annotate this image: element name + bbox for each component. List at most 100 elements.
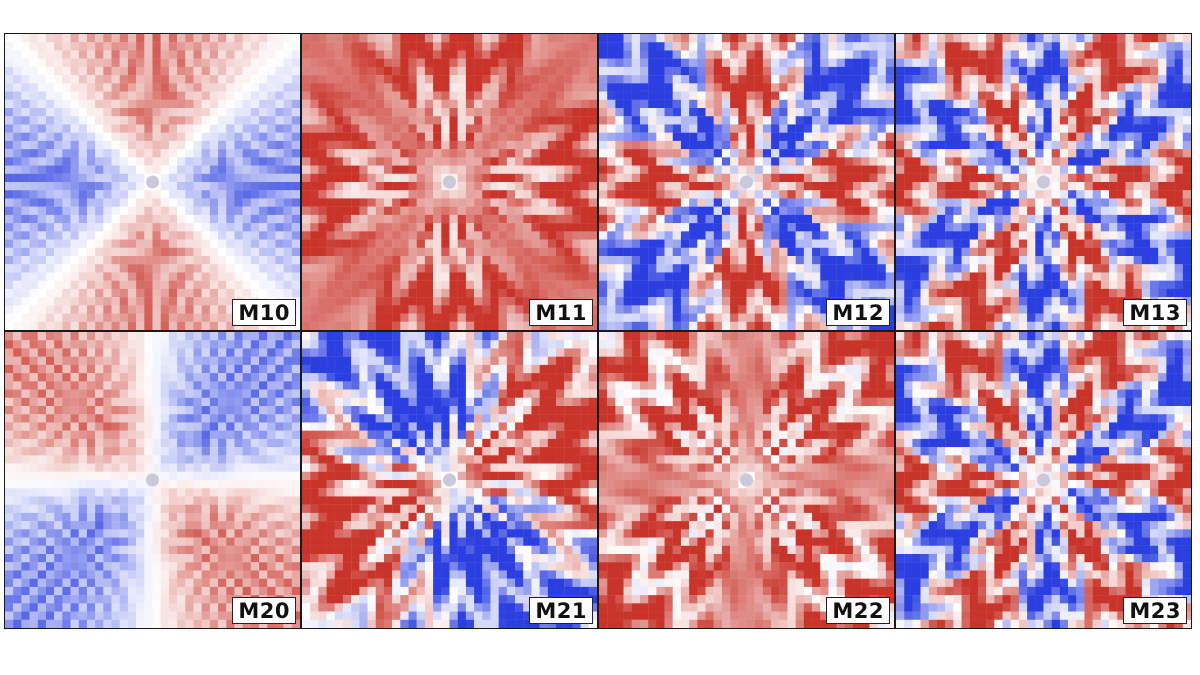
field-cell [1018,34,1028,43]
field-cell [812,256,821,265]
field-cell [342,239,352,248]
field-cell [193,140,202,150]
field-cell [465,173,475,183]
field-cell [738,149,747,158]
field-cell [383,108,393,117]
field-cell [877,247,886,257]
field-cell [498,272,508,281]
field-cell [1018,214,1028,224]
field-cell [607,99,616,109]
field-cell [795,190,805,199]
field-cell [457,165,467,174]
field-cell [599,231,608,240]
field-cell [836,247,845,257]
field-cell [449,165,458,174]
field-cell [375,231,385,240]
field-cell [342,165,352,174]
field-cell [1018,239,1028,248]
field-cell [474,124,483,133]
field-cell [78,223,88,232]
field-cell [86,50,96,59]
field-cell [185,157,194,166]
field-cell [523,231,532,240]
field-cell [70,190,79,199]
field-cell [78,91,88,100]
field-cell [111,140,120,150]
field-cell [1133,34,1142,43]
field-cell [556,223,565,232]
field-cell [1018,256,1028,265]
field-cell [375,42,385,51]
field-cell [326,280,335,290]
field-cell [302,231,311,240]
field-cell [771,66,780,76]
field-cell [490,140,499,150]
field-cell [1084,140,1093,150]
field-cell [283,99,292,109]
field-cell [259,75,268,84]
field-cell [1051,239,1061,248]
field-cell [515,58,524,68]
field-cell [969,256,979,265]
field-cell [599,280,608,290]
field-cell [1035,280,1044,290]
field-cell [326,321,335,330]
field-cell [1018,149,1028,158]
field-cell [648,198,657,207]
field-cell [812,198,821,207]
field-cell [351,239,360,248]
field-cell [359,42,368,51]
field-cell [29,75,38,84]
field-cell [1068,91,1077,100]
field-cell [853,223,862,232]
field-cell [1059,116,1069,125]
field-cell [547,223,557,232]
field-cell [449,42,458,51]
field-cell [861,214,870,224]
field-cell [721,34,731,43]
field-cell [318,75,327,84]
field-cell [144,256,153,265]
field-cell [656,75,665,84]
field-cell [250,58,260,68]
field-cell [762,223,772,232]
field-cell [1100,66,1110,76]
field-cell [556,140,565,150]
field-cell [367,280,376,290]
field-cell [37,223,47,232]
field-cell [482,91,491,100]
field-cell [1076,58,1085,68]
field-cell [275,239,284,248]
field-cell [738,91,747,100]
field-cell [1092,214,1102,224]
field-cell [639,50,649,59]
field-cell [539,256,548,265]
field-cell [953,83,962,92]
field-cell [1141,91,1151,100]
field-cell [54,321,63,330]
field-cell [5,239,14,248]
field-cell [498,297,508,306]
field-cell [283,280,292,290]
field-cell [877,256,886,265]
field-cell [37,58,47,68]
field-cell [177,116,186,125]
field-cell [945,124,954,133]
field-cell [969,50,979,59]
field-cell [218,66,227,76]
field-cell [383,165,393,174]
field-cell [977,157,987,166]
field-cell [885,198,894,207]
field-cell [803,42,813,51]
field-cell [13,66,22,76]
field-cell [78,272,88,281]
field-cell [416,50,426,59]
field-cell [21,91,30,100]
field-cell [607,91,616,100]
field-cell [588,182,597,191]
field-cell [1100,132,1110,142]
field-cell [1076,239,1085,248]
field-cell [498,239,508,248]
field-cell [318,223,327,232]
field-cell [465,264,475,273]
